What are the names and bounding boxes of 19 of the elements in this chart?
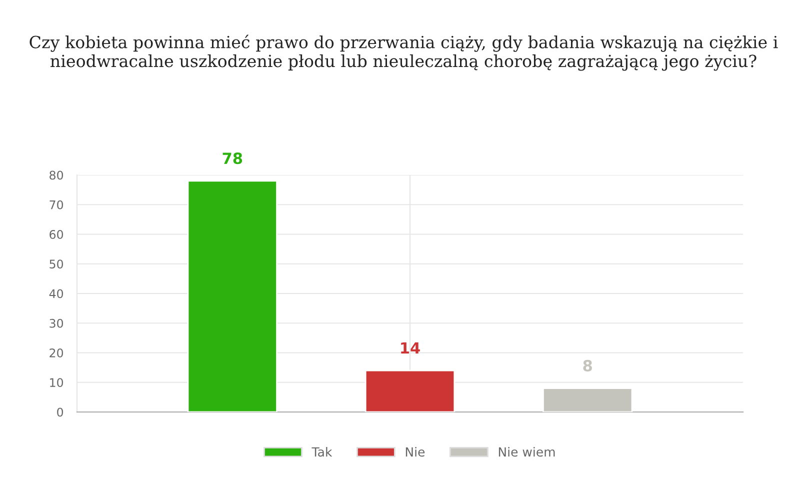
y-tick-label: 40 [49,289,64,298]
y-tick-label: 50 [50,260,64,269]
chart-title: Czy kobieta powinna mieć prawo do przerwania ciąży, gdy badania wskazują na ciężkie i nieodwracalne uszkodzenie płodu lub nieuleczalną chorobę zagrażającą jego życiu? [30,34,778,71]
legend-label: Nie [406,446,425,457]
bar [187,180,278,412]
data-label: 8 [583,360,592,372]
y-tick-label: 30 [50,318,64,328]
data-label: 78 [222,152,242,164]
bar [364,370,456,412]
y-tick-label: 10 [50,378,64,388]
legend-label: Nie wiem [498,446,555,457]
y-tick-label: 80 [50,170,64,180]
legend-label: Tak [312,446,332,457]
y-tick-label: 70 [50,200,64,210]
bar [542,388,633,412]
y-tick-label: 20 [50,348,64,358]
y-tick-label: 60 [50,230,64,239]
y-tick-label: 0 [57,408,64,417]
data-label: 14 [401,342,420,354]
